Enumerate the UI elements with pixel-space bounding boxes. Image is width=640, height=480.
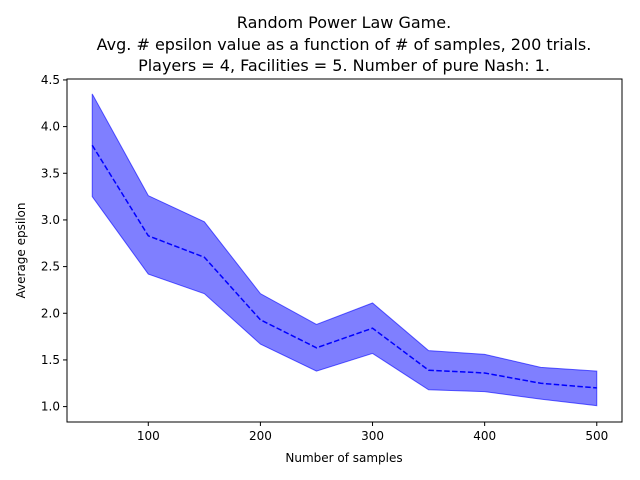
y-tick-label: 2.5 bbox=[41, 260, 60, 274]
x-tick-label: 400 bbox=[473, 429, 496, 443]
x-tick-label: 100 bbox=[137, 429, 160, 443]
axes-frame bbox=[66, 78, 623, 423]
x-axis-label: Number of samples bbox=[285, 451, 402, 465]
y-axis: 1.0 1.5 2.0 2.5 3.0 3.5 4.0 4.5 bbox=[41, 73, 67, 414]
chart-title-line-1: Random Power Law Game. bbox=[237, 13, 451, 32]
chart-title-line-3: Players = 4, Facilities = 5. Number of p… bbox=[138, 56, 550, 75]
x-tick-label: 300 bbox=[361, 429, 384, 443]
series-0-line bbox=[91, 144, 597, 389]
y-tick-label: 2.0 bbox=[41, 306, 60, 320]
chart-title-line-2: Avg. # epsilon value as a function of # … bbox=[97, 35, 592, 54]
y-tick-label: 3.5 bbox=[41, 166, 60, 180]
y-tick-label: 3.0 bbox=[41, 213, 60, 227]
x-tick-label: 200 bbox=[249, 429, 272, 443]
plot-area bbox=[91, 93, 598, 407]
x-tick-label: 500 bbox=[585, 429, 608, 443]
series-0-band bbox=[91, 93, 598, 407]
chart-title: Random Power Law Game. Avg. # epsilon va… bbox=[97, 13, 592, 75]
y-tick-label: 4.0 bbox=[41, 120, 60, 134]
x-axis: 100 200 300 400 500 bbox=[137, 422, 608, 443]
y-tick-label: 1.0 bbox=[41, 400, 60, 414]
y-axis-label: Average epsilon bbox=[14, 203, 28, 299]
y-tick-label: 1.5 bbox=[41, 353, 60, 367]
y-tick-label: 4.5 bbox=[41, 73, 60, 87]
